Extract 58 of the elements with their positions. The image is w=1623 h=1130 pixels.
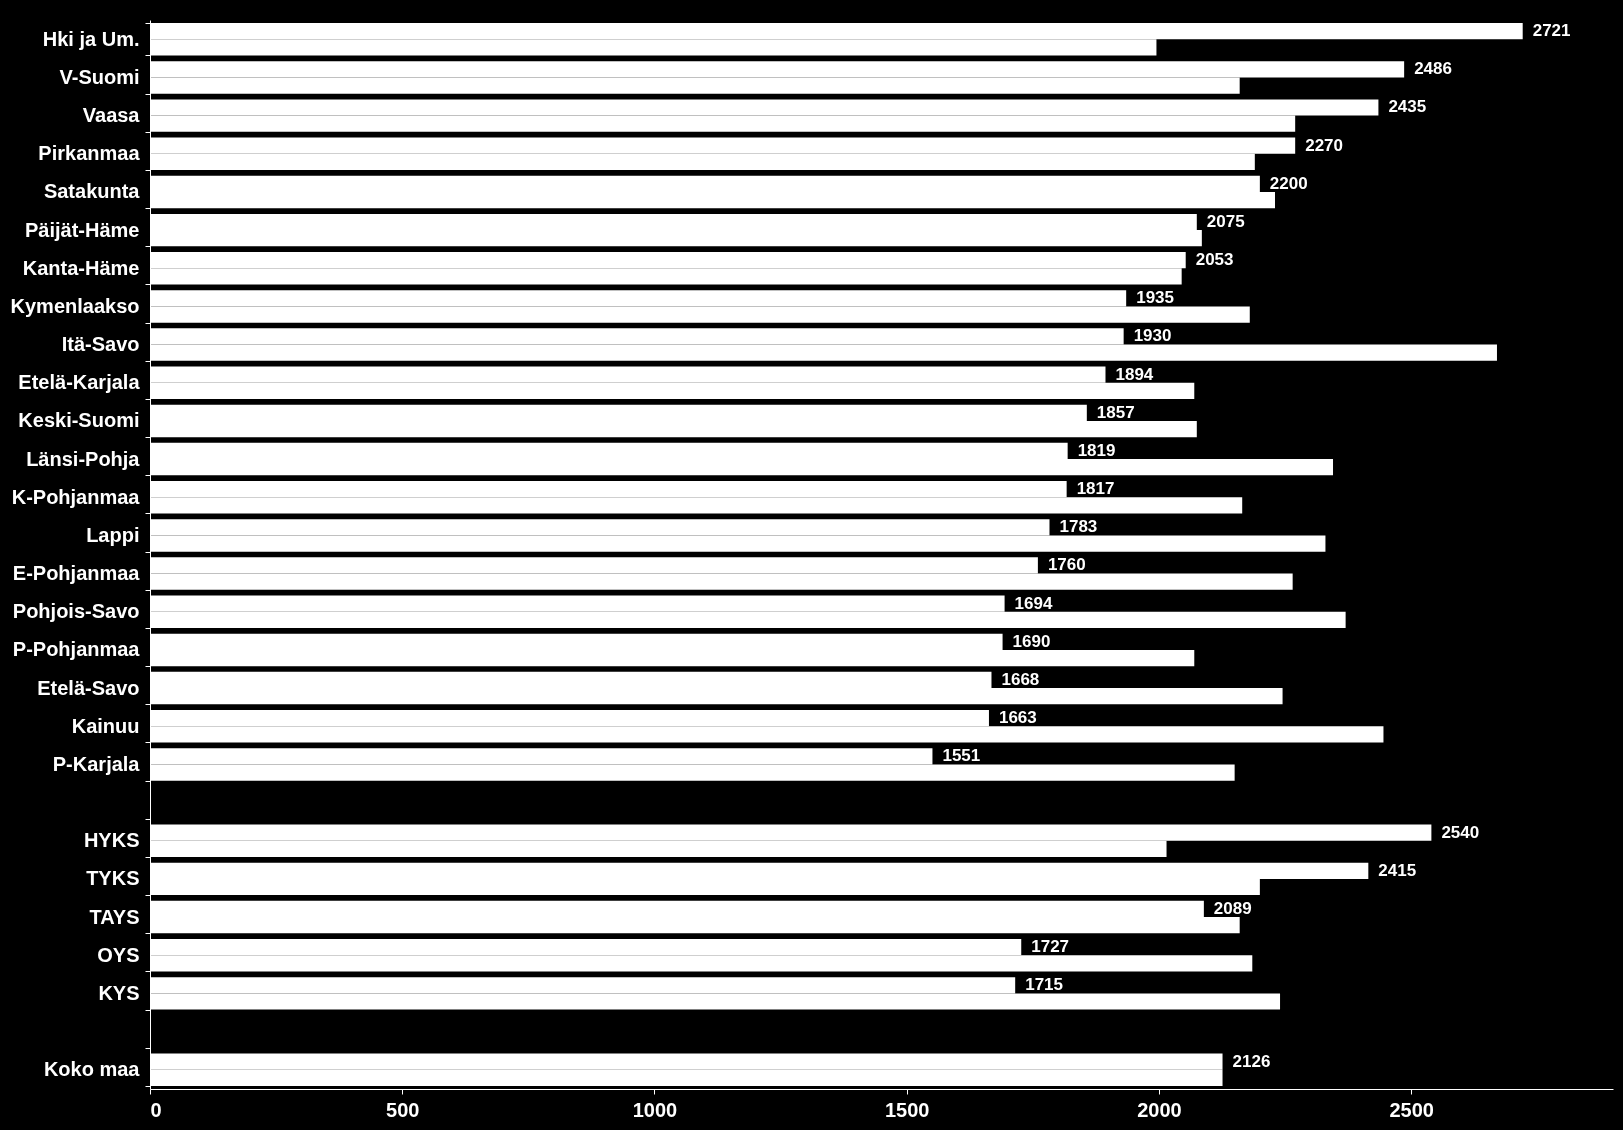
x-tick-label: 1500 [884,1098,930,1121]
x-tick-label: 1000 [632,1098,678,1121]
data-label: 2126 [1232,1051,1271,1071]
y-tick-label: Kymenlaakso [10,294,140,317]
y-tick-label: Itä-Savo [61,333,140,356]
data-label: 1663 [998,708,1037,728]
data-label: 1857 [1096,402,1135,422]
y-tick-label: Satakunta [43,180,141,203]
x-tick-label: 2000 [1137,1098,1182,1121]
data-label: 2089 [1213,898,1252,918]
data-label: 1894 [1115,364,1154,384]
y-tick-label: HYKS [83,829,140,852]
data-label: 1668 [1001,669,1040,689]
data-label: 2075 [1206,211,1245,231]
y-tick-label: K-Pohjanmaa [11,485,141,508]
y-tick-label: Pirkanmaa [38,142,141,165]
y-tick-label: Koko maa [43,1058,141,1081]
y-tick-label: Päijät-Häme [25,218,140,241]
y-tick-label: Etelä-Karjala [18,371,141,394]
data-label: 1930 [1133,326,1172,346]
y-tick-label: KYS [98,981,140,1004]
data-label: 2435 [1388,97,1427,117]
y-tick-label: OYS [97,943,140,966]
data-label: 1935 [1136,288,1174,308]
data-label: 1783 [1059,517,1098,537]
y-tick-label: Pohjois-Savo [12,600,140,623]
y-tick-label: TYKS [86,867,140,890]
data-label: 1690 [1012,631,1051,651]
x-tick-label: 2500 [1389,1098,1434,1121]
data-label: 2721 [1532,21,1571,41]
data-label: 2200 [1269,173,1308,193]
x-tick-label: 500 [386,1098,420,1121]
data-label: 1819 [1077,440,1116,460]
y-tick-label: Kainuu [71,714,140,737]
data-label: 2486 [1414,59,1452,79]
y-tick-label: Länsi-Pohja [26,447,141,470]
data-label: 1817 [1076,479,1115,499]
y-tick-label: Vaasa [82,104,141,127]
data-label: 2415 [1378,860,1417,880]
y-tick-label: P-Pohjanmaa [12,638,141,661]
y-tick-label: V-Suomi [59,65,140,88]
y-tick-label: Keski-Suomi [18,409,140,432]
x-tick-label: 0 [150,1098,162,1121]
y-tick-label: Hki ja Um. [42,27,140,50]
data-label: 1715 [1025,975,1064,995]
data-label: 1727 [1031,937,1070,957]
y-tick-label: Lappi [86,523,140,546]
data-label: 2540 [1441,822,1480,842]
y-tick-label: Etelä-Savo [37,676,140,699]
data-label: 2053 [1195,250,1234,270]
y-tick-label: TAYS [89,905,140,928]
y-tick-label: P-Karjala [52,752,141,775]
y-tick-label: Kanta-Häme [22,256,140,279]
y-tick-label: E-Pohjanmaa [12,562,141,585]
data-label: 1551 [942,746,981,766]
data-label: 1760 [1047,555,1086,575]
data-label: 2270 [1305,135,1343,155]
data-label: 1694 [1014,593,1053,613]
